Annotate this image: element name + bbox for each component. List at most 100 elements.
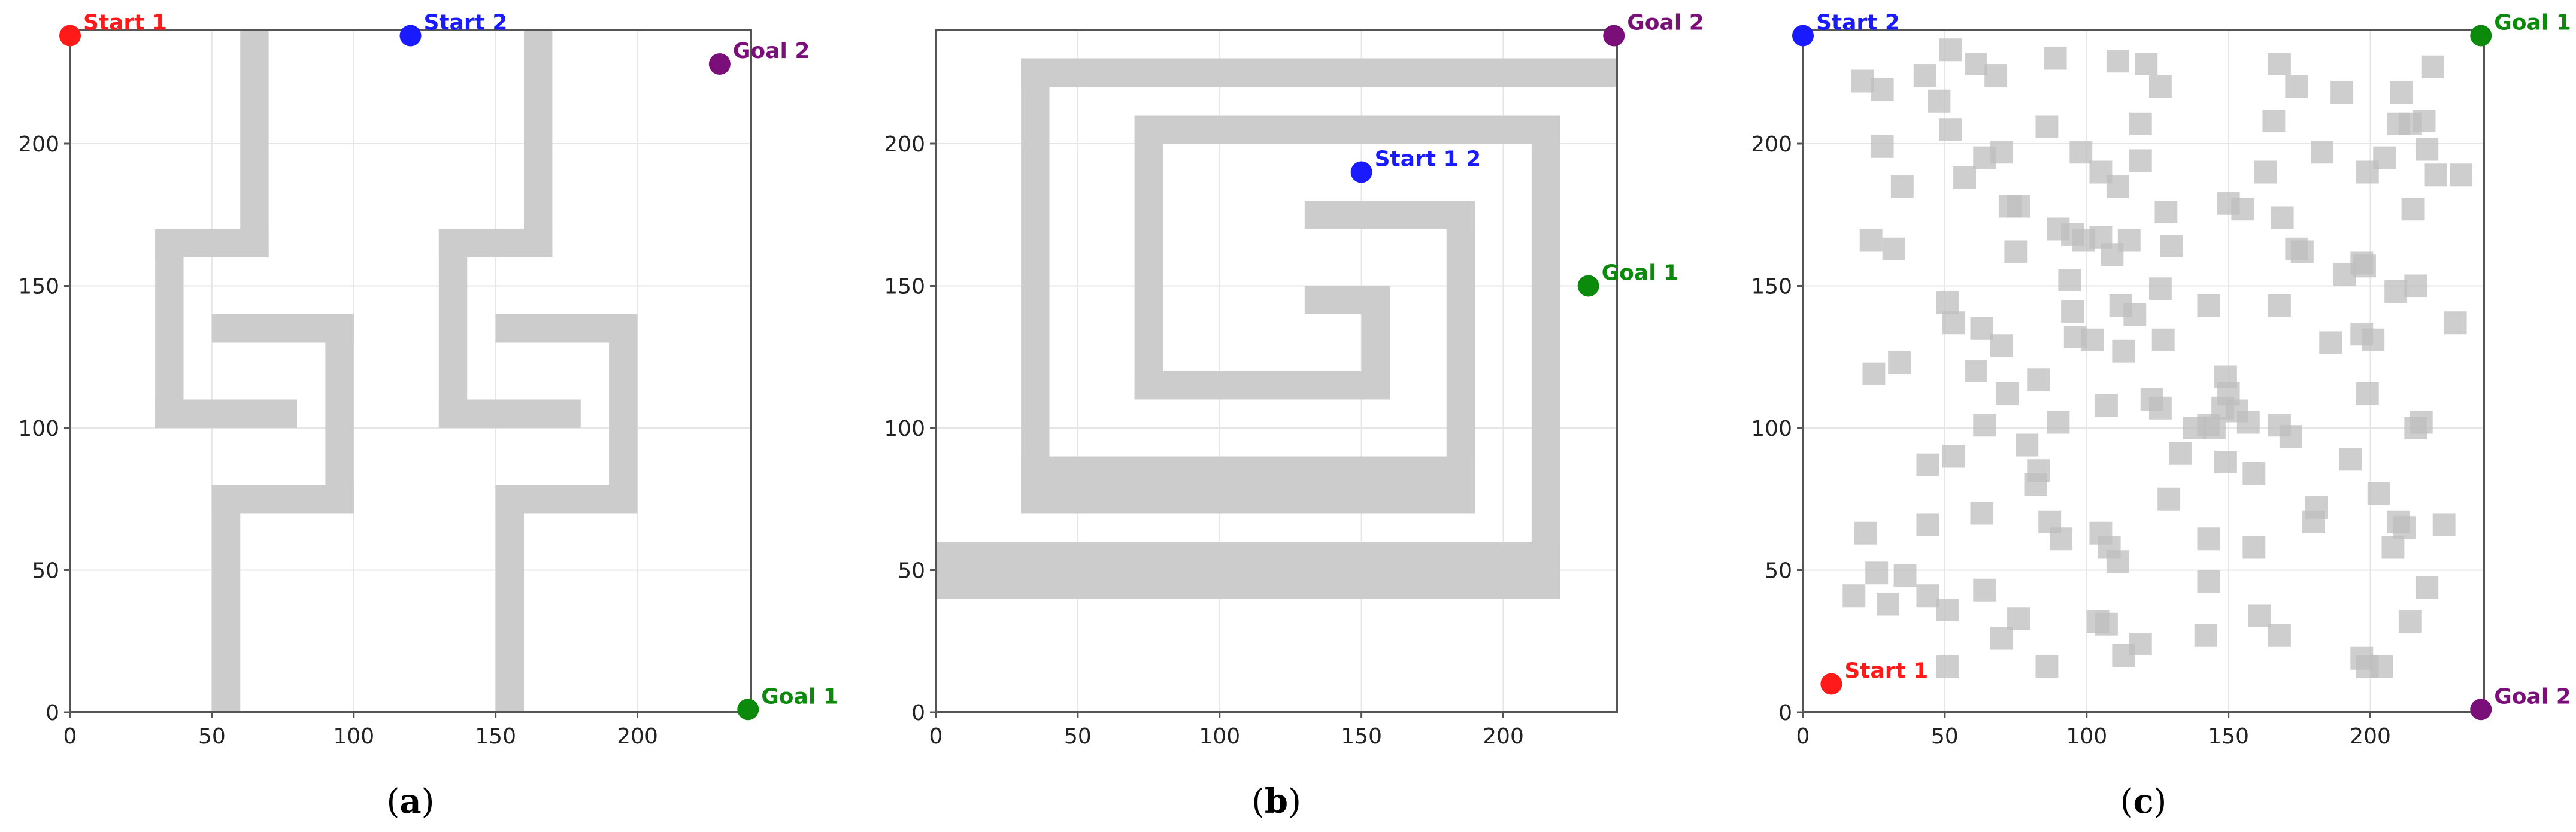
obstacle: [1970, 317, 1993, 340]
obstacle: [240, 30, 269, 257]
obstacle: [2194, 624, 2217, 647]
obstacle: [2339, 448, 2362, 471]
y-tick-label: 200: [18, 132, 59, 157]
obstacle: [2311, 141, 2333, 164]
obstacle: [2450, 163, 2473, 187]
obstacle: [2330, 81, 2354, 104]
obstacle: [2050, 527, 2073, 551]
obstacle: [1996, 382, 2019, 405]
point-label: Goal 2: [733, 39, 810, 63]
x-tick-label: 100: [333, 724, 374, 749]
obstacle: [2151, 328, 2175, 351]
x-tick-label: 200: [1483, 724, 1524, 749]
point-marker: [1603, 25, 1625, 47]
obstacle: [1446, 201, 1475, 514]
obstacle: [438, 229, 468, 428]
x-tick-label: 0: [1796, 724, 1810, 749]
obstacle: [2129, 633, 2152, 655]
obstacle: [2007, 607, 2030, 630]
x-tick-label: 0: [63, 724, 77, 749]
obstacle: [2061, 300, 2084, 323]
obstacle: [2290, 240, 2314, 263]
obstacle: [1936, 599, 1959, 621]
obstacle: [2416, 576, 2439, 599]
obstacle: [2016, 433, 2039, 457]
obstacle: [1134, 115, 1560, 144]
obstacle: [1990, 334, 2013, 357]
obstacle: [2444, 311, 2467, 335]
panel-caption: (b): [1251, 782, 1301, 821]
obstacle: [155, 399, 297, 428]
obstacle: [2004, 240, 2028, 263]
obstacle: [2271, 206, 2294, 229]
obstacle: [2356, 382, 2379, 405]
obstacle: [1890, 175, 1914, 198]
obstacle: [1021, 456, 1475, 514]
obstacle: [1939, 118, 1962, 141]
obstacle: [2058, 269, 2081, 291]
obstacle: [2027, 368, 2050, 391]
point-label: Start 2: [1816, 11, 1900, 35]
point-marker: [2470, 699, 2492, 721]
point-marker: [399, 25, 422, 47]
obstacle: [609, 314, 638, 514]
obstacle: [1859, 229, 1883, 252]
plot-frame: [935, 29, 1618, 713]
panel-b: 0 50 100 150 200 0 50 100 150 200 Goal 2 Start 1 2 G…: [884, 11, 1704, 822]
x-tick-label: 200: [2350, 724, 2391, 749]
obstacle: [2393, 516, 2416, 539]
obstacle: [1936, 291, 1959, 314]
point-marker: [1820, 673, 1842, 695]
panel-a: 0 50 100 150 200 0 50 100 150 200 Start 1 Start 2 Go…: [18, 11, 838, 822]
point-marker: [708, 53, 731, 75]
x-tick-label: 0: [929, 724, 943, 749]
point-marker: [1577, 275, 1599, 297]
y-tick-label: 200: [1751, 132, 1792, 157]
obstacle: [2129, 112, 2152, 135]
obstacle: [2362, 328, 2385, 351]
x-tick-label: 200: [617, 724, 658, 749]
panel-c: 0 50 100 150 200 0 50 100 150 200 Start 2 Goal 1 Sta…: [1751, 11, 2571, 822]
obstacle: [1973, 414, 1996, 437]
obstacle: [2106, 175, 2129, 198]
obstacle: [438, 399, 581, 428]
obstacle: [1970, 502, 1993, 525]
obstacle: [2305, 496, 2328, 519]
obstacle: [2197, 294, 2220, 317]
obstacle: [2112, 339, 2135, 363]
obstacle: [1134, 371, 1390, 400]
obstacle: [1936, 655, 1959, 678]
obstacle: [1021, 58, 1617, 87]
y-tick-label: 200: [884, 132, 925, 157]
obstacle: [2035, 655, 2059, 678]
x-tick-label: 150: [2208, 724, 2249, 749]
obstacle: [2404, 274, 2427, 297]
obstacle: [2197, 527, 2220, 551]
obstacle: [2384, 280, 2408, 303]
obstacle: [1304, 201, 1475, 229]
x-tick-label: 100: [2066, 724, 2107, 749]
obstacle: [1990, 141, 2013, 164]
point-label: Start 2: [424, 11, 508, 35]
x-tick-label: 50: [198, 724, 226, 749]
obstacle: [2106, 550, 2129, 573]
y-tick-label: 100: [18, 417, 59, 441]
y-tick-label: 150: [18, 275, 59, 299]
point-label: Start 1: [83, 11, 167, 35]
obstacle: [495, 485, 524, 712]
obstacle: [2197, 570, 2220, 593]
obstacle: [2154, 201, 2178, 223]
obstacle: [1134, 115, 1163, 400]
obstacle: [325, 314, 354, 514]
obstacle: [2413, 110, 2436, 132]
panel-caption: (a): [386, 782, 434, 821]
obstacle: [2390, 81, 2413, 104]
obstacle: [2148, 277, 2172, 300]
x-tick-label: 150: [1341, 724, 1382, 749]
x-tick-label: 50: [1931, 724, 1959, 749]
x-tick-label: 150: [475, 724, 516, 749]
point-label: Goal 1: [2494, 11, 2571, 35]
obstacle: [2169, 442, 2192, 465]
obstacle: [2214, 451, 2237, 473]
